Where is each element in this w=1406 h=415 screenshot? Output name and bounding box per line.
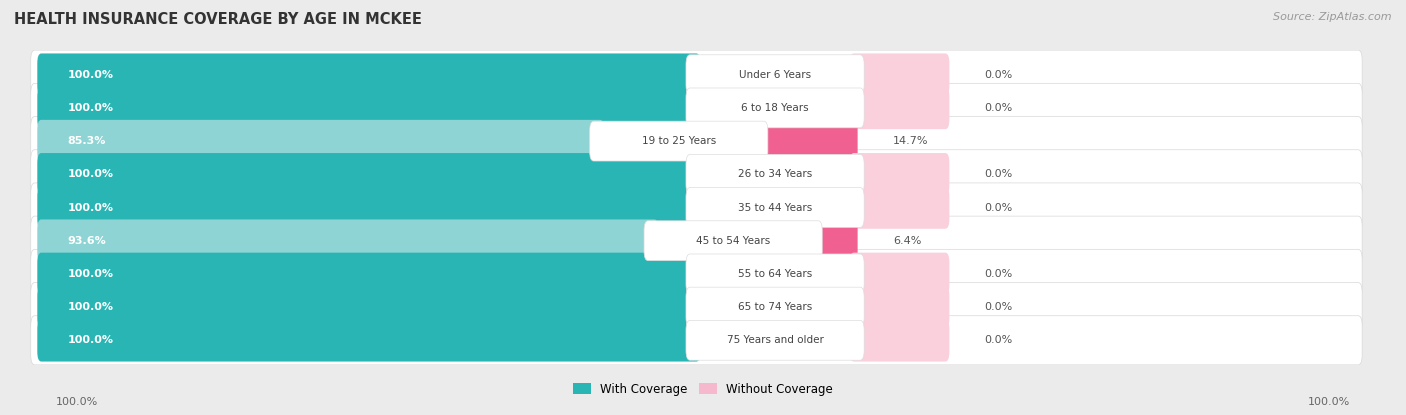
FancyBboxPatch shape bbox=[38, 186, 700, 229]
Text: 0.0%: 0.0% bbox=[984, 203, 1012, 212]
FancyBboxPatch shape bbox=[31, 50, 1362, 99]
FancyBboxPatch shape bbox=[754, 120, 858, 162]
Text: 0.0%: 0.0% bbox=[984, 169, 1012, 179]
FancyBboxPatch shape bbox=[686, 254, 865, 294]
FancyBboxPatch shape bbox=[849, 87, 949, 129]
Text: 6 to 18 Years: 6 to 18 Years bbox=[741, 103, 808, 113]
Text: 14.7%: 14.7% bbox=[893, 136, 928, 146]
Text: 0.0%: 0.0% bbox=[984, 103, 1012, 113]
Text: 93.6%: 93.6% bbox=[67, 236, 107, 246]
FancyBboxPatch shape bbox=[38, 87, 700, 129]
FancyBboxPatch shape bbox=[31, 150, 1362, 199]
Text: Source: ZipAtlas.com: Source: ZipAtlas.com bbox=[1274, 12, 1392, 22]
Text: 0.0%: 0.0% bbox=[984, 70, 1012, 80]
FancyBboxPatch shape bbox=[31, 283, 1362, 332]
Text: 100.0%: 100.0% bbox=[67, 269, 114, 279]
FancyBboxPatch shape bbox=[38, 253, 700, 295]
Text: 45 to 54 Years: 45 to 54 Years bbox=[696, 236, 770, 246]
Text: 0.0%: 0.0% bbox=[984, 302, 1012, 312]
FancyBboxPatch shape bbox=[589, 121, 768, 161]
Text: 35 to 44 Years: 35 to 44 Years bbox=[738, 203, 813, 212]
Text: 19 to 25 Years: 19 to 25 Years bbox=[641, 136, 716, 146]
Text: 26 to 34 Years: 26 to 34 Years bbox=[738, 169, 813, 179]
FancyBboxPatch shape bbox=[31, 249, 1362, 298]
FancyBboxPatch shape bbox=[686, 88, 865, 128]
FancyBboxPatch shape bbox=[849, 253, 949, 295]
FancyBboxPatch shape bbox=[686, 320, 865, 360]
FancyBboxPatch shape bbox=[38, 54, 700, 96]
Text: 100.0%: 100.0% bbox=[67, 302, 114, 312]
FancyBboxPatch shape bbox=[849, 286, 949, 328]
FancyBboxPatch shape bbox=[38, 286, 700, 328]
FancyBboxPatch shape bbox=[31, 183, 1362, 232]
FancyBboxPatch shape bbox=[849, 186, 949, 229]
FancyBboxPatch shape bbox=[31, 83, 1362, 132]
FancyBboxPatch shape bbox=[31, 117, 1362, 166]
Text: HEALTH INSURANCE COVERAGE BY AGE IN MCKEE: HEALTH INSURANCE COVERAGE BY AGE IN MCKE… bbox=[14, 12, 422, 27]
FancyBboxPatch shape bbox=[31, 316, 1362, 365]
FancyBboxPatch shape bbox=[686, 154, 865, 194]
FancyBboxPatch shape bbox=[38, 220, 658, 262]
FancyBboxPatch shape bbox=[644, 221, 823, 261]
Text: 75 Years and older: 75 Years and older bbox=[727, 335, 824, 345]
FancyBboxPatch shape bbox=[808, 220, 858, 262]
Text: 65 to 74 Years: 65 to 74 Years bbox=[738, 302, 813, 312]
FancyBboxPatch shape bbox=[38, 120, 605, 162]
Text: 0.0%: 0.0% bbox=[984, 269, 1012, 279]
Text: 0.0%: 0.0% bbox=[984, 335, 1012, 345]
FancyBboxPatch shape bbox=[849, 54, 949, 96]
FancyBboxPatch shape bbox=[686, 188, 865, 227]
FancyBboxPatch shape bbox=[38, 319, 700, 361]
Text: 100.0%: 100.0% bbox=[67, 335, 114, 345]
Text: 85.3%: 85.3% bbox=[67, 136, 105, 146]
Text: 6.4%: 6.4% bbox=[893, 236, 921, 246]
FancyBboxPatch shape bbox=[686, 55, 865, 95]
Text: 100.0%: 100.0% bbox=[1308, 397, 1350, 407]
Text: 100.0%: 100.0% bbox=[67, 169, 114, 179]
Legend: With Coverage, Without Coverage: With Coverage, Without Coverage bbox=[568, 378, 838, 400]
Text: 55 to 64 Years: 55 to 64 Years bbox=[738, 269, 813, 279]
FancyBboxPatch shape bbox=[849, 319, 949, 361]
FancyBboxPatch shape bbox=[686, 287, 865, 327]
Text: Under 6 Years: Under 6 Years bbox=[740, 70, 811, 80]
FancyBboxPatch shape bbox=[38, 153, 700, 195]
Text: 100.0%: 100.0% bbox=[56, 397, 98, 407]
FancyBboxPatch shape bbox=[31, 216, 1362, 265]
Text: 100.0%: 100.0% bbox=[67, 70, 114, 80]
FancyBboxPatch shape bbox=[849, 153, 949, 195]
Text: 100.0%: 100.0% bbox=[67, 103, 114, 113]
Text: 100.0%: 100.0% bbox=[67, 203, 114, 212]
